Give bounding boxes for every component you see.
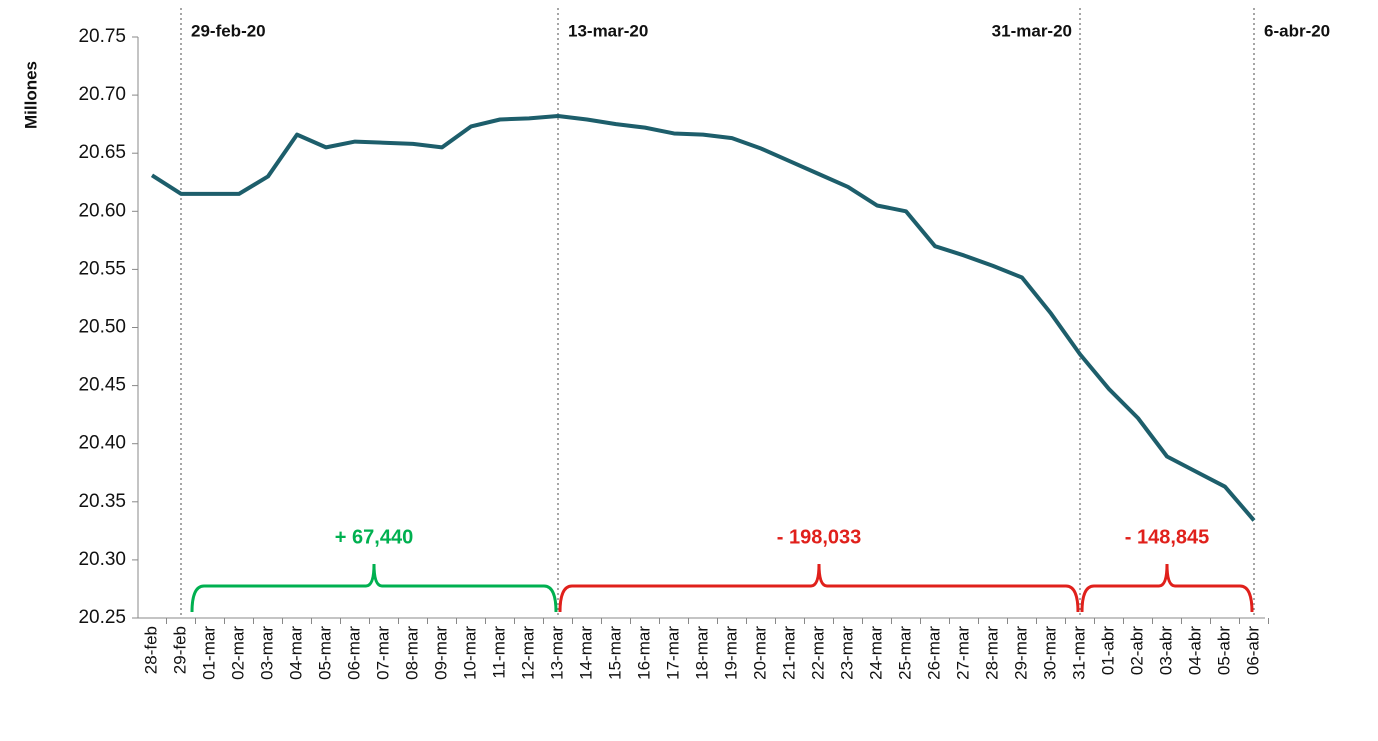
y-tick-label: 20.60	[78, 200, 126, 221]
annotation: - 198,033	[777, 526, 862, 548]
x-tick-label: 08-mar	[402, 626, 421, 680]
brace	[192, 564, 556, 612]
annotation: + 67,440	[335, 526, 413, 548]
x-tick-label: 12-mar	[518, 626, 537, 680]
y-tick-label: 20.25	[78, 607, 126, 628]
brace	[560, 564, 1078, 612]
x-tick-label: 15-mar	[605, 626, 624, 680]
x-tick-label: 14-mar	[576, 626, 595, 680]
x-tick-label: 19-mar	[721, 626, 740, 680]
x-tick-label: 06-abr	[1243, 626, 1262, 675]
x-tick-label: 29-mar	[1011, 626, 1030, 680]
x-tick-label: 01-mar	[199, 626, 218, 680]
brace	[1082, 564, 1252, 612]
x-tick-label: 29-feb	[170, 626, 189, 674]
marker-label: 6-abr-20	[1264, 21, 1330, 40]
x-tick-label: 20-mar	[750, 626, 769, 680]
y-axis-label: Millones	[21, 61, 40, 129]
x-tick-label: 09-mar	[431, 626, 450, 680]
x-tick-label: 22-mar	[808, 626, 827, 680]
y-tick-label: 20.75	[78, 26, 126, 47]
y-tick-label: 20.35	[78, 491, 126, 512]
y-tick-label: 20.55	[78, 258, 126, 279]
x-tick-label: 04-abr	[1185, 626, 1204, 675]
x-tick-label: 26-mar	[924, 626, 943, 680]
x-tick-label: 11-mar	[489, 626, 508, 679]
annotation: - 148,845	[1125, 526, 1210, 548]
x-tick-label: 02-mar	[228, 626, 247, 680]
y-tick-label: 20.30	[78, 549, 126, 570]
x-tick-label: 23-mar	[837, 626, 856, 680]
x-tick-label: 27-mar	[953, 626, 972, 680]
x-tick-label: 28-feb	[141, 626, 160, 674]
data-line	[152, 116, 1254, 520]
x-tick-label: 07-mar	[373, 626, 392, 680]
y-tick-label: 20.45	[78, 375, 126, 396]
x-tick-label: 24-mar	[866, 626, 885, 680]
x-tick-label: 21-mar	[779, 626, 798, 680]
x-tick-label: 03-mar	[257, 626, 276, 680]
x-tick-label: 18-mar	[692, 626, 711, 680]
x-tick-label: 03-abr	[1156, 626, 1175, 675]
marker-label: 31-mar-20	[992, 21, 1072, 40]
y-tick-label: 20.65	[78, 142, 126, 163]
x-tick-label: 05-mar	[315, 626, 334, 680]
x-tick-label: 10-mar	[460, 626, 479, 680]
x-tick-label: 30-mar	[1040, 626, 1059, 680]
x-tick-label: 28-mar	[982, 626, 1001, 680]
x-tick-label: 01-abr	[1098, 626, 1117, 675]
x-tick-label: 17-mar	[663, 626, 682, 680]
y-tick-label: 20.40	[78, 433, 126, 454]
x-tick-label: 25-mar	[895, 626, 914, 680]
x-tick-label: 16-mar	[634, 626, 653, 680]
x-tick-label: 04-mar	[286, 626, 305, 680]
y-tick-label: 20.50	[78, 317, 126, 338]
marker-label: 13-mar-20	[568, 21, 648, 40]
x-tick-label: 13-mar	[547, 626, 566, 680]
x-tick-label: 05-abr	[1214, 626, 1233, 675]
x-tick-label: 02-abr	[1127, 626, 1146, 675]
marker-label: 29-feb-20	[191, 21, 266, 40]
y-tick-label: 20.70	[78, 84, 126, 105]
x-tick-label: 06-mar	[344, 626, 363, 680]
x-tick-label: 31-mar	[1069, 626, 1088, 680]
chart: Millones 20.25 20.30 20.35 20.40 20.45 20.50 2…	[0, 0, 1378, 741]
